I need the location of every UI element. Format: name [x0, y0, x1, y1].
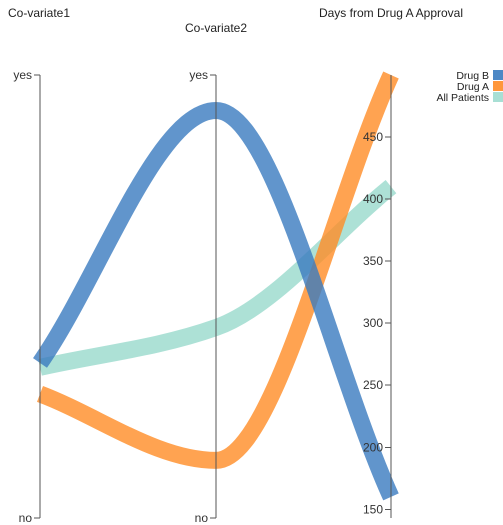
series-line-drug-b: [33, 101, 399, 501]
tick-label-days-from-drug-a-approval-200: 200: [363, 440, 383, 454]
tick-label-days-from-drug-a-approval-300: 300: [363, 316, 383, 330]
legend-label-drug-b: Drug B: [456, 70, 489, 82]
tick-label-co-variate1-yes: yes: [13, 68, 32, 82]
tick-label-days-from-drug-a-approval-450: 450: [363, 130, 383, 144]
legend-swatch-drug-b: [493, 70, 503, 80]
axis-title-days-from-drug-a-approval: Days from Drug A Approval: [319, 6, 463, 20]
tick-label-days-from-drug-a-approval-350: 350: [363, 254, 383, 268]
tick-label-days-from-drug-a-approval-250: 250: [363, 378, 383, 392]
legend-label-all-patients: All Patients: [436, 92, 489, 104]
legend-label-drug-a: Drug A: [457, 81, 489, 93]
tick-label-co-variate2-yes: yes: [189, 68, 208, 82]
axes: yes no yes no 150 200 250 300 350 400 450: [13, 68, 392, 525]
axis-title-covariate2: Co-variate2: [185, 21, 247, 35]
tick-label-co-variate2-no: no: [195, 511, 209, 525]
tick-label-days-from-drug-a-approval-400: 400: [363, 192, 383, 206]
axis-title-covariate1: Co-variate1: [8, 6, 70, 20]
legend-swatch-drug-a: [493, 81, 503, 91]
series-line-drug-a: [36, 71, 399, 469]
axis-titles: Co-variate1 Co-variate2 Days from Drug A…: [8, 6, 463, 35]
legend-swatch-all-patients: [493, 92, 503, 102]
tick-label-days-from-drug-a-approval-150: 150: [363, 502, 383, 516]
tick-label-co-variate1-no: no: [19, 511, 33, 525]
